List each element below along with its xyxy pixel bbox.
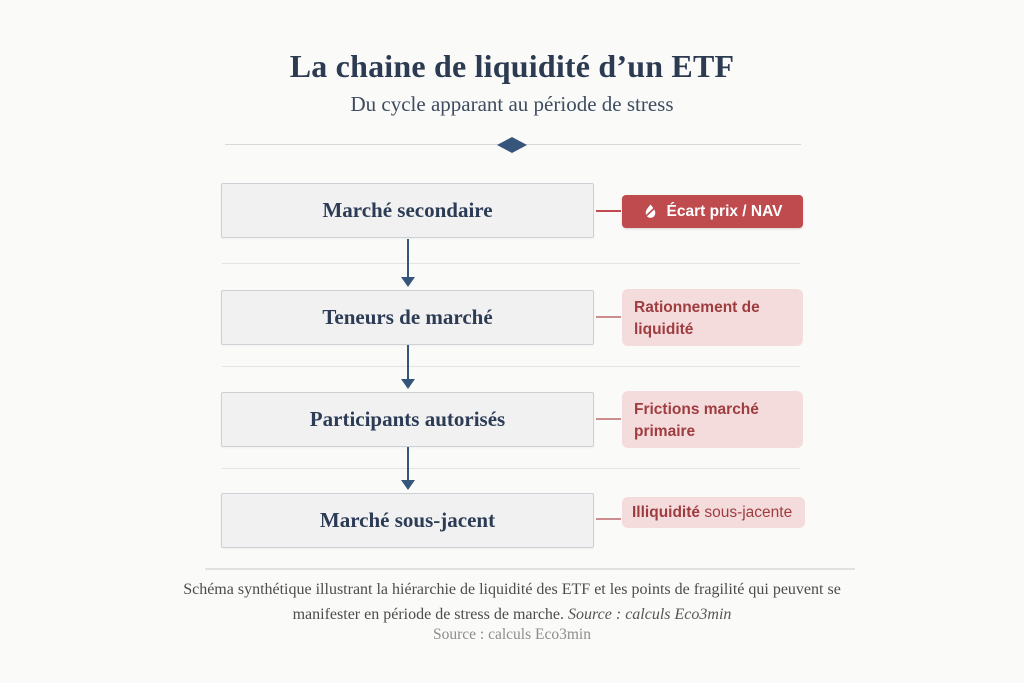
caption-text: Schéma synthétique illustrant la hiérarc… bbox=[183, 581, 841, 623]
diamond-icon bbox=[497, 137, 527, 153]
flow-arrow-down bbox=[400, 239, 416, 287]
flow-node-marche-secondaire: Marché secondaire bbox=[221, 183, 594, 238]
annotation-label: Écart prix / NAV bbox=[666, 202, 783, 220]
flow-node-participants-autorises: Participants autorisés bbox=[221, 392, 594, 447]
annotation-rationnement-liquidite: Rationnement de liquidité bbox=[622, 289, 803, 346]
figure-caption: Schéma synthétique illustrant la hiérarc… bbox=[172, 578, 852, 628]
footer-divider bbox=[205, 568, 855, 570]
annotation-illiquidite-sous-jacente: Illiquidité sous-jacente bbox=[622, 497, 805, 528]
page-subtitle: Du cycle apparant au période de stress bbox=[350, 92, 674, 116]
connector-line bbox=[596, 210, 621, 212]
droplet-split-icon bbox=[642, 203, 659, 220]
annotation-frictions-marche-primaire: Frictions marché primaire bbox=[622, 391, 803, 448]
connector-line bbox=[596, 518, 621, 520]
flow-arrow-down bbox=[400, 345, 416, 390]
page-title: La chaine de liquidité d’un ETF bbox=[289, 48, 735, 84]
row-separator bbox=[222, 468, 800, 469]
caption-source-italic: Source : calculs Eco3min bbox=[568, 605, 732, 623]
row-separator bbox=[222, 366, 800, 367]
connector-line bbox=[596, 418, 621, 420]
annotation-label-bold: Illiquidité bbox=[632, 504, 701, 521]
annotation-label-rest: sous-jacente bbox=[700, 504, 793, 521]
flow-node-marche-sous-jacent: Marché sous-jacent bbox=[221, 493, 594, 548]
connector-line bbox=[596, 316, 621, 318]
annotation-ecart-prix-nav: Écart prix / NAV bbox=[622, 195, 803, 228]
flow-arrow-down bbox=[400, 447, 416, 491]
row-separator bbox=[222, 263, 800, 264]
flow-node-teneurs-de-marche: Teneurs de marché bbox=[221, 290, 594, 345]
source-line: Source : calculs Eco3min bbox=[433, 626, 591, 643]
